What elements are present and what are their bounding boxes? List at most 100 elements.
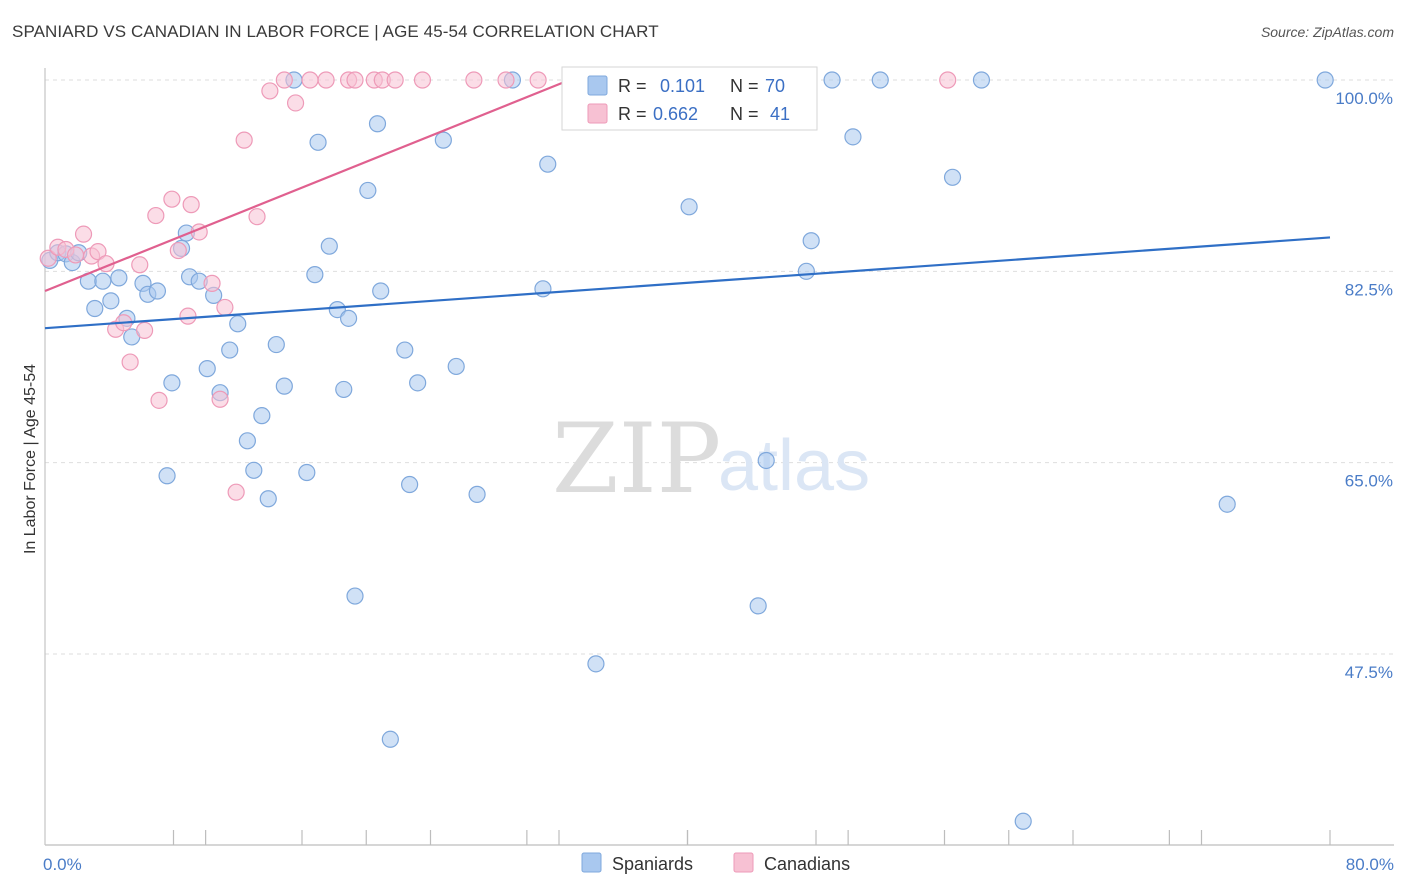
- point-canadians: [169, 241, 187, 260]
- point-spaniards: [447, 357, 465, 376]
- bottom-legend-swatch-canadians: [733, 852, 754, 873]
- point-spaniards: [680, 198, 698, 216]
- legend-r-value-spaniards: 0.101: [660, 76, 705, 96]
- point-spaniards: [86, 299, 104, 318]
- stats-legend: R = 0.101 N = 70 R = 0.662 N = 41: [561, 66, 818, 131]
- point-spaniards: [396, 341, 414, 359]
- point-canadians: [216, 298, 234, 317]
- point-spaniards: [1218, 495, 1236, 513]
- point-canadians: [135, 321, 154, 339]
- point-canadians: [275, 71, 293, 89]
- point-spaniards: [259, 490, 277, 508]
- y-tick-label: 82.5%: [1345, 280, 1393, 299]
- point-spaniards: [372, 282, 390, 300]
- point-spaniards: [320, 237, 338, 255]
- point-canadians: [248, 208, 266, 226]
- point-canadians: [66, 246, 85, 264]
- point-canadians: [150, 391, 168, 409]
- trend-line-canadians: [44, 73, 584, 293]
- y-tick-label: 47.5%: [1345, 663, 1393, 682]
- point-spaniards: [346, 587, 364, 605]
- point-canadians: [179, 307, 197, 325]
- bottom-legend-swatch-spaniards: [581, 852, 602, 873]
- point-canadians: [346, 71, 364, 89]
- point-spaniards: [306, 266, 324, 284]
- point-canadians: [147, 206, 165, 225]
- chart-title: SPANIARD VS CANADIAN IN LABOR FORCE | AG…: [12, 22, 659, 41]
- point-canadians: [89, 243, 107, 261]
- point-spaniards: [221, 341, 239, 359]
- legend-n-value-spaniards: 70: [765, 76, 785, 96]
- y-axis-title: In Labor Force | Age 45-54: [22, 364, 39, 554]
- legend-swatch-spaniards: [587, 75, 608, 96]
- point-spaniards: [401, 475, 419, 494]
- point-canadians: [131, 256, 149, 274]
- y-tick-labels: 47.5% 65.0% 82.5% 100.0%: [1335, 89, 1393, 682]
- point-canadians: [529, 71, 547, 89]
- point-canadians: [203, 274, 221, 292]
- point-spaniards: [275, 377, 293, 395]
- point-canadians: [121, 353, 139, 371]
- point-spaniards: [749, 597, 767, 615]
- chart-source: Source: ZipAtlas.com: [1260, 24, 1394, 40]
- point-spaniards: [335, 380, 353, 399]
- point-spaniards: [339, 309, 358, 327]
- point-spaniards: [1316, 71, 1334, 89]
- point-spaniards: [229, 315, 247, 333]
- point-canadians: [235, 131, 253, 149]
- point-canadians: [939, 71, 957, 89]
- y-tick-label: 100.0%: [1335, 89, 1393, 108]
- point-canadians: [39, 249, 57, 267]
- point-spaniards: [148, 282, 167, 300]
- legend-n-value-canadians: 41: [770, 104, 790, 124]
- point-spaniards: [1014, 812, 1032, 830]
- point-spaniards: [972, 71, 991, 89]
- point-spaniards: [158, 467, 176, 485]
- point-spaniards: [309, 133, 327, 151]
- point-canadians: [227, 483, 245, 501]
- legend-r-label-spaniards: R =: [618, 76, 647, 96]
- x-tick-label-max: 80.0%: [1346, 855, 1394, 874]
- point-spaniards: [245, 461, 263, 479]
- point-spaniards: [381, 730, 399, 748]
- series-legend: Spaniards Canadians: [581, 852, 850, 874]
- point-spaniards: [94, 272, 112, 290]
- legend-swatch-canadians: [587, 103, 608, 124]
- point-spaniards: [253, 407, 271, 425]
- point-spaniards: [163, 374, 181, 392]
- point-spaniards: [267, 335, 285, 354]
- trend-line-spaniards: [44, 236, 1331, 330]
- point-spaniards: [823, 71, 841, 89]
- point-spaniards: [871, 71, 889, 89]
- point-spaniards: [368, 115, 387, 133]
- point-canadians: [286, 94, 305, 112]
- point-canadians: [301, 71, 319, 89]
- point-spaniards: [587, 655, 605, 673]
- point-spaniards: [409, 374, 427, 392]
- grid-lines: [45, 79, 1394, 655]
- point-spaniards: [434, 131, 452, 149]
- point-canadians: [261, 82, 279, 100]
- x-tick-label-min: 0.0%: [43, 855, 82, 874]
- x-axis-ticks: [172, 830, 1331, 845]
- point-canadians: [211, 390, 229, 408]
- watermark-zip: ZIP: [552, 403, 721, 515]
- point-spaniards: [359, 181, 377, 200]
- bottom-legend-label-canadians: Canadians: [764, 854, 850, 874]
- watermark-atlas: atlas: [718, 426, 870, 506]
- bottom-legend-label-spaniards: Spaniards: [612, 854, 693, 874]
- point-spaniards: [298, 463, 316, 482]
- point-canadians: [182, 196, 200, 214]
- point-spaniards: [844, 128, 862, 146]
- point-canadians: [163, 190, 181, 208]
- point-canadians: [497, 71, 515, 89]
- legend-n-label-canadians: N =: [730, 104, 759, 124]
- point-spaniards: [943, 168, 962, 186]
- point-spaniards: [802, 232, 820, 250]
- point-canadians: [465, 71, 483, 89]
- point-spaniards: [757, 451, 775, 470]
- point-spaniards: [539, 155, 557, 173]
- legend-n-label-spaniards: N =: [730, 76, 759, 96]
- trend-lines: [44, 73, 1331, 330]
